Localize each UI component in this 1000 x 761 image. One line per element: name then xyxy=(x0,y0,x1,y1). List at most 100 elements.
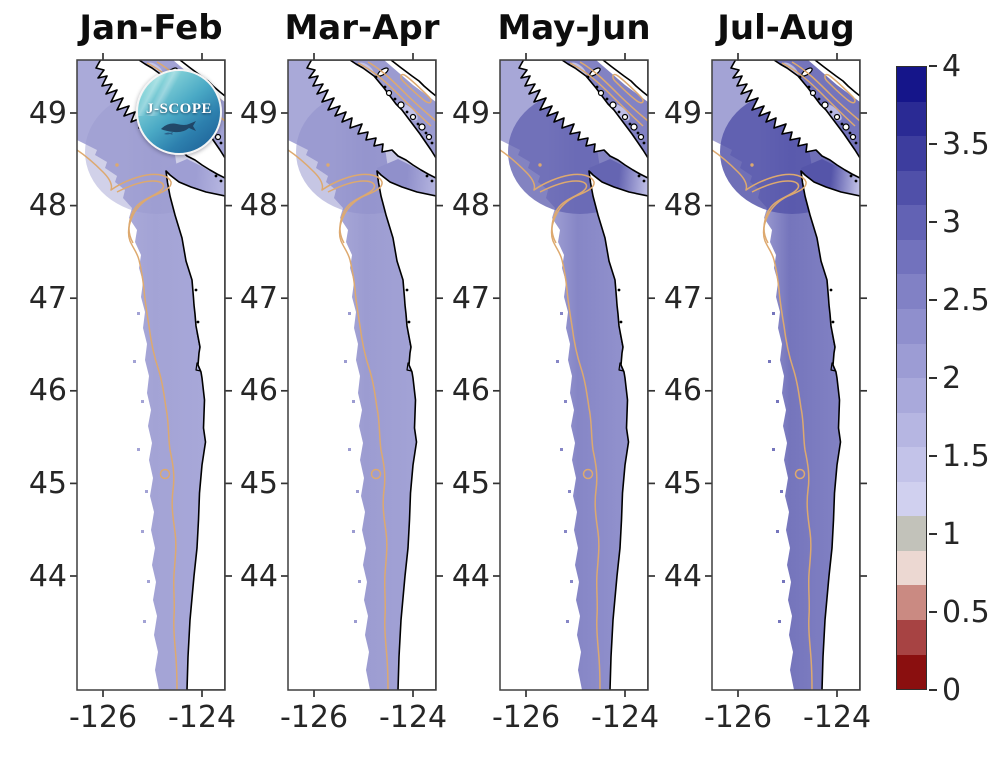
islet-speck xyxy=(219,141,223,145)
panel-frame xyxy=(76,59,226,691)
ocean-speck xyxy=(780,490,783,493)
islet-speck xyxy=(628,122,632,126)
colorbar-segment xyxy=(897,447,926,482)
lon-tick-label: -124 xyxy=(802,700,872,735)
ocean-speck xyxy=(356,490,359,493)
vancouver-island-land xyxy=(730,60,860,179)
colorbar-segment xyxy=(897,378,926,413)
panel-title-jul-aug: Jul-Aug xyxy=(717,8,855,48)
lat-tick-label: 49 xyxy=(28,95,67,131)
closed-contour-loop xyxy=(794,468,806,480)
islet-speck xyxy=(798,75,802,79)
lat-tick-label: 48 xyxy=(451,188,490,224)
islet-speck xyxy=(807,85,811,89)
axis-tick-marks xyxy=(493,53,655,697)
lat-tick-label: 44 xyxy=(239,558,278,594)
colorbar-tick-mark xyxy=(929,611,937,613)
olympic-oregon-land xyxy=(588,170,648,690)
islet-speck xyxy=(619,320,623,324)
ocean-speck xyxy=(564,400,567,403)
lon-tick-label: -126 xyxy=(68,700,138,735)
colorbar-tick-mark xyxy=(929,299,937,301)
ocean-speck xyxy=(782,580,785,583)
ocean-speck xyxy=(772,448,775,451)
colorbar-segment xyxy=(897,136,926,171)
islet-speck xyxy=(848,131,852,135)
colorbar-segment xyxy=(897,308,926,344)
ocean-speck xyxy=(141,530,144,533)
lat-tick-label: 47 xyxy=(28,280,67,316)
colorbar-tick-label: 1 xyxy=(942,516,962,552)
lat-tick-label: 45 xyxy=(239,465,278,501)
islet-speck xyxy=(617,110,621,114)
ocean-speck xyxy=(772,312,775,315)
lat-tick-label: 44 xyxy=(451,558,490,594)
inner-contour xyxy=(751,180,800,244)
jscope-logo-text: J-SCOPE xyxy=(145,101,212,117)
fish-icon xyxy=(161,121,196,135)
mainland-land xyxy=(390,60,436,97)
island xyxy=(397,101,405,109)
shelf-break-contour xyxy=(500,149,601,690)
ocean-speck xyxy=(560,312,563,315)
island xyxy=(842,123,850,131)
islet-speck xyxy=(407,320,411,324)
panel-title-mar-apr: Mar-Apr xyxy=(284,8,440,48)
olympic-oregon-land xyxy=(165,170,225,690)
islet-speck xyxy=(194,288,198,292)
contour-dot xyxy=(326,163,330,167)
islet-speck xyxy=(829,110,833,114)
colorbar-segment xyxy=(897,516,926,551)
colorbar-segment xyxy=(897,205,926,240)
islet-speck xyxy=(605,97,609,101)
closed-contour-loop xyxy=(159,468,171,480)
lat-tick-label: 47 xyxy=(663,280,702,316)
ocean-speck xyxy=(768,360,771,363)
lon-tick-label: -126 xyxy=(491,700,561,735)
ocean-fill-strait-of-georgia xyxy=(562,60,648,158)
island xyxy=(821,101,829,109)
ocean-speck xyxy=(348,448,351,451)
contour-dot xyxy=(538,163,542,167)
map-panel-may-jun: .tk{stroke:#333;stroke-width:1.7} xyxy=(492,52,656,702)
colorbar-segment xyxy=(897,67,926,102)
colorbar-tick-label: 3.5 xyxy=(942,126,990,162)
islet-speck xyxy=(636,131,640,135)
ocean-speck xyxy=(556,360,559,363)
colorbar-tick-mark xyxy=(929,377,937,379)
lat-tick-label: 44 xyxy=(28,558,67,594)
colorbar-tick-label: 0.5 xyxy=(942,594,990,630)
ocean-speck xyxy=(352,530,355,533)
contour-dot xyxy=(115,163,119,167)
ocean-speck xyxy=(568,490,571,493)
lat-tick-label: 44 xyxy=(663,558,702,594)
inner-contour xyxy=(539,180,588,244)
ocean-speck xyxy=(776,530,779,533)
panel-title-jan-feb: Jan-Feb xyxy=(79,8,223,48)
islet-speck xyxy=(849,174,853,178)
map-panel-jan-feb: .tk{stroke:#333;stroke-width:1.7} xyxy=(69,52,233,702)
ocean-speck xyxy=(133,360,136,363)
lat-tick-label: 46 xyxy=(28,373,67,409)
colorbar-segment xyxy=(897,101,926,137)
corner-contour-loop xyxy=(400,73,432,104)
lat-tick-label: 46 xyxy=(239,373,278,409)
colorbar-tick-mark xyxy=(929,65,937,67)
panel-frame xyxy=(499,59,649,691)
colorbar-segment xyxy=(897,274,926,309)
island xyxy=(214,133,222,141)
islet-speck xyxy=(831,320,835,324)
panel-title-may-jun: May-Jun xyxy=(497,8,651,48)
lat-tick-label: 45 xyxy=(28,465,67,501)
islet-speck xyxy=(416,122,420,126)
islet-speck xyxy=(383,85,387,89)
islet-speck xyxy=(196,320,200,324)
colorbar-tick-mark xyxy=(929,689,937,691)
colorbar-tick-mark xyxy=(929,455,937,457)
colorbar-segment xyxy=(897,550,926,586)
ocean-fill-strait-of-georgia xyxy=(774,60,860,158)
vancouver-island-land xyxy=(306,60,436,179)
island xyxy=(849,133,857,141)
ocean-speck xyxy=(352,400,355,403)
